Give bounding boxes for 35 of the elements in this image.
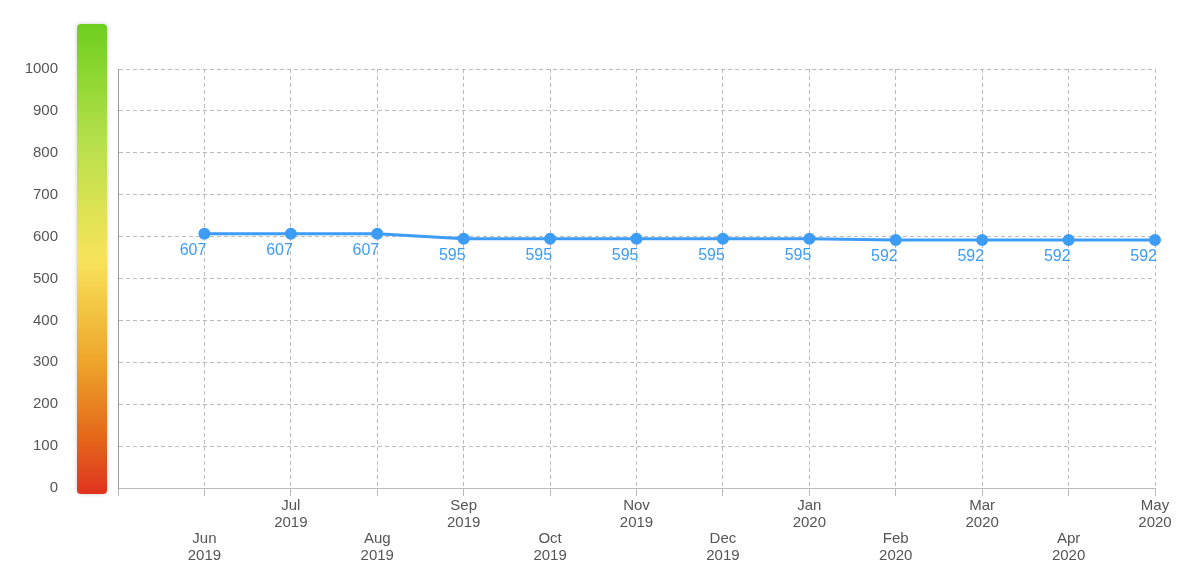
x-tick-label: Apr 2020 xyxy=(1051,529,1086,563)
x-tick-label: Nov 2019 xyxy=(619,496,654,530)
x-tick-label: Jan 2020 xyxy=(792,496,827,530)
data-label: 595 xyxy=(438,246,466,264)
data-label: 595 xyxy=(698,246,726,264)
y-tick-label: 100 xyxy=(32,436,58,454)
data-label: 595 xyxy=(525,246,553,264)
y-tick-label: 1000 xyxy=(24,59,58,77)
x-tick-label: Oct 2019 xyxy=(533,529,567,563)
x-tick-label: May 2020 xyxy=(1138,496,1172,530)
x-tick-label: Mar 2020 xyxy=(965,496,999,530)
y-tick-label: 0 xyxy=(49,478,58,496)
data-label: 592 xyxy=(1130,247,1158,265)
x-tick-label: Jul 2019 xyxy=(274,496,308,530)
data-label: 592 xyxy=(1043,247,1071,265)
y-tick-label: 400 xyxy=(32,310,58,328)
y-tick-label: 600 xyxy=(32,226,58,244)
y-tick-label: 300 xyxy=(32,352,58,370)
x-tick-label: Sep 2019 xyxy=(446,496,481,530)
data-label: 595 xyxy=(611,246,639,264)
x-tick-label: Dec 2019 xyxy=(706,529,740,563)
data-label: 607 xyxy=(266,241,293,259)
x-tick-label: Feb 2020 xyxy=(879,529,913,563)
data-label: 592 xyxy=(871,247,898,265)
y-tick-label: 900 xyxy=(32,101,58,119)
x-tick-label: Jun 2019 xyxy=(187,529,222,563)
y-tick-label: 200 xyxy=(32,394,58,412)
y-tick-label: 500 xyxy=(32,268,58,286)
y-tick-label: 800 xyxy=(32,142,58,160)
data-label: 595 xyxy=(784,246,812,264)
y-tick-label: 700 xyxy=(32,184,58,202)
x-tick-label: Aug 2019 xyxy=(360,529,394,563)
data-label: 592 xyxy=(957,247,985,265)
data-label: 607 xyxy=(179,241,207,259)
data-label: 607 xyxy=(352,241,380,259)
